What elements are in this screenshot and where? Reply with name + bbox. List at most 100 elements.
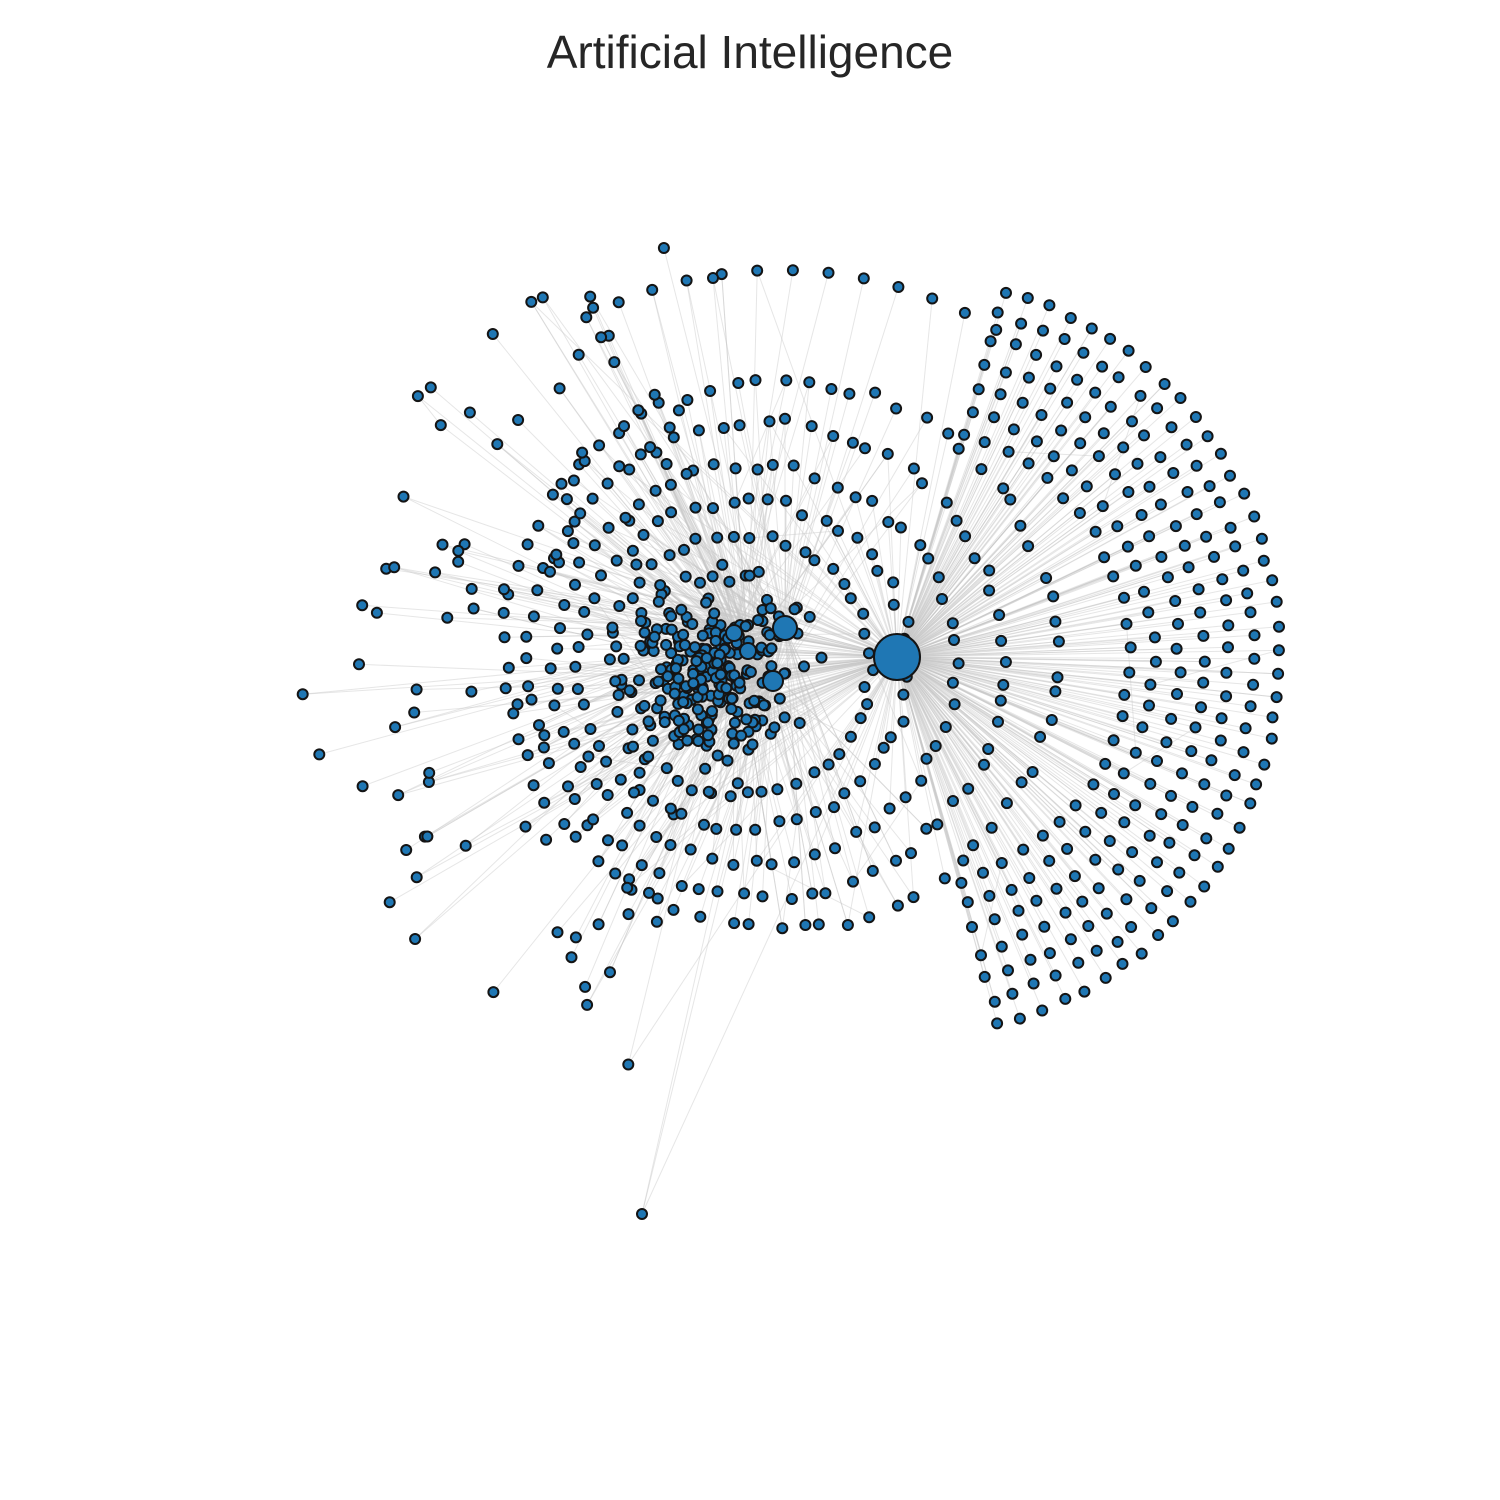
graph-node xyxy=(1173,866,1186,879)
graph-node xyxy=(1072,956,1085,969)
graph-node xyxy=(1089,853,1102,866)
graph-node xyxy=(595,569,607,582)
graph-edge xyxy=(721,564,735,634)
graph-edge xyxy=(896,656,1115,795)
graph-edge xyxy=(549,571,898,658)
graph-node xyxy=(959,530,972,543)
graph-node xyxy=(356,780,369,793)
graph-edge xyxy=(734,502,786,629)
graph-node xyxy=(675,603,688,616)
graph-node xyxy=(1172,617,1184,630)
graph-node xyxy=(1017,843,1030,856)
graph-node xyxy=(866,494,879,507)
graph-edge xyxy=(896,516,1255,658)
graph-node xyxy=(696,629,709,642)
graph-node xyxy=(1000,797,1013,810)
graph-edge xyxy=(896,312,966,658)
graph-edge xyxy=(896,656,1130,673)
graph-node xyxy=(730,823,743,836)
graph-node xyxy=(502,661,515,674)
graph-node xyxy=(721,754,734,767)
graph-node xyxy=(1111,935,1124,948)
graph-node xyxy=(652,675,665,688)
graph-node xyxy=(642,750,655,763)
graph-node xyxy=(551,642,564,655)
graph-node xyxy=(922,552,935,565)
graph-edge xyxy=(896,656,1033,773)
graph-node xyxy=(650,915,663,928)
graph-node xyxy=(1124,641,1137,654)
graph-edge xyxy=(896,297,1029,658)
graph-node xyxy=(711,885,724,898)
graph-node xyxy=(512,559,525,572)
graph-edge xyxy=(785,545,898,658)
graph-node xyxy=(1021,292,1034,304)
graph-edge xyxy=(386,568,786,629)
graph-edge xyxy=(896,656,1058,678)
graph-node xyxy=(1122,344,1135,357)
graph-node xyxy=(815,651,828,664)
graph-node xyxy=(408,706,421,719)
graph-node xyxy=(580,311,593,324)
graph-node xyxy=(410,683,423,696)
graph-edge xyxy=(814,656,898,855)
graph-node xyxy=(833,748,846,761)
graph-node xyxy=(706,570,719,583)
graph-node xyxy=(779,539,792,552)
graph-edge xyxy=(896,623,1127,658)
graph-node xyxy=(1061,842,1074,855)
graph-node xyxy=(1098,551,1111,564)
hub-node xyxy=(873,633,921,681)
graph-node xyxy=(1248,629,1261,642)
graph-node xyxy=(728,917,741,930)
graph-node xyxy=(532,519,545,532)
graph-node xyxy=(665,506,678,519)
graph-node xyxy=(1215,712,1228,725)
graph-node xyxy=(890,854,902,867)
graph-node xyxy=(786,264,799,277)
graph-edge xyxy=(896,451,1010,658)
graph-node xyxy=(652,595,665,608)
graph-edge xyxy=(896,406,1112,658)
graph-edge xyxy=(784,627,835,808)
graph-node xyxy=(1071,373,1084,386)
graph-node xyxy=(678,639,691,651)
graph-node xyxy=(459,839,472,852)
graph-node xyxy=(1255,532,1268,545)
graph-node xyxy=(436,538,449,551)
graph-node xyxy=(537,741,550,754)
graph-edge xyxy=(593,598,657,684)
graph-node xyxy=(723,575,736,588)
graph-edge xyxy=(896,656,1056,692)
graph-node xyxy=(511,698,524,711)
graph-node xyxy=(1014,519,1027,532)
graph-node xyxy=(978,436,991,449)
graph-edge xyxy=(504,632,735,638)
graph-node xyxy=(731,777,744,790)
graph-edge xyxy=(896,656,969,903)
graph-edge xyxy=(896,656,1076,806)
graph-node xyxy=(1228,769,1241,782)
graph-node xyxy=(761,493,774,506)
graph-node xyxy=(1244,700,1257,713)
graph-node xyxy=(638,626,651,639)
graph-node xyxy=(699,762,712,775)
graph-edge xyxy=(896,656,1207,839)
graph-edge xyxy=(896,499,1011,658)
graph-node xyxy=(632,404,645,417)
graph-node xyxy=(1123,666,1136,679)
graph-node xyxy=(828,801,840,814)
graph-node xyxy=(978,358,991,371)
graph-node xyxy=(849,491,862,504)
graph-node xyxy=(527,779,540,792)
graph-edge xyxy=(896,406,1112,658)
graph-edge xyxy=(784,627,854,882)
graph-node xyxy=(313,748,326,761)
graph-edge xyxy=(705,602,736,628)
graph-node xyxy=(1213,496,1226,509)
graph-node xyxy=(660,762,673,775)
graph-node xyxy=(687,677,700,690)
graph-node xyxy=(757,699,770,712)
graph-node xyxy=(1201,430,1214,443)
graph-edge xyxy=(733,464,774,634)
